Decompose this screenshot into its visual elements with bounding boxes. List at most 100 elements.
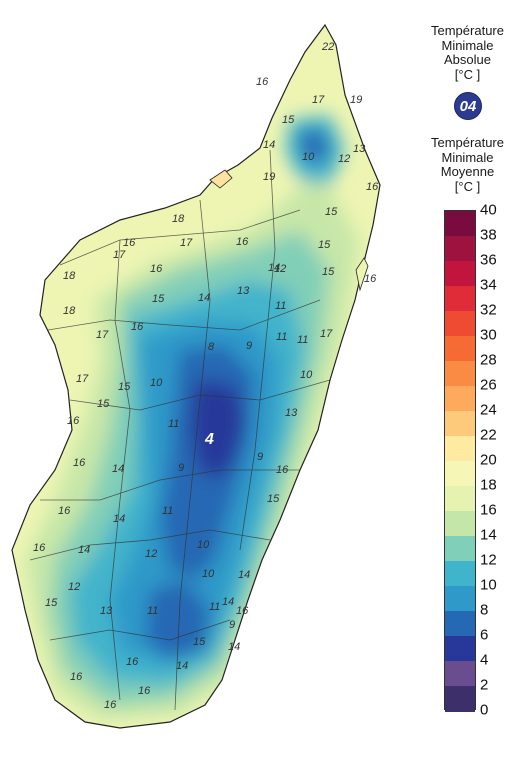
contour-label: 18	[63, 270, 76, 282]
contour-label: 15	[97, 398, 110, 410]
sainte-marie-island	[355, 257, 369, 292]
contour-label: 16	[256, 76, 269, 88]
scale-swatch-18	[445, 486, 475, 512]
contour-label: 17	[113, 249, 126, 261]
nosy-be-island	[209, 169, 233, 189]
scale-tick-10: 10	[480, 576, 497, 594]
scale-tick-20: 20	[480, 451, 497, 469]
contour-label: 18	[172, 213, 185, 225]
contour-label: 9	[229, 619, 235, 631]
scale-tick-0: 0	[480, 701, 489, 719]
absolute-min-badge: 04	[454, 92, 482, 120]
contour-label: 9	[178, 462, 184, 474]
contour-label: 10	[197, 539, 210, 551]
contour-label: 11	[162, 505, 173, 517]
contour-label: 16	[126, 656, 139, 668]
scale-tick-8: 8	[480, 601, 489, 619]
contour-label: 14	[222, 596, 234, 608]
scale-swatch-34	[445, 286, 475, 312]
contour-label: 16	[236, 236, 249, 248]
scale-swatch-6	[445, 636, 475, 662]
scale-swatch-16	[445, 511, 475, 537]
contour-label: 10	[150, 377, 163, 389]
contour-label: 12	[274, 263, 286, 275]
scale-tick-26: 26	[480, 376, 497, 394]
island-coastline	[11, 23, 381, 729]
legend-panel: Température Minimale Absolue [°C ] 04 Te…	[410, 0, 525, 752]
contour-label: 11	[297, 334, 308, 346]
absolute-title-line-3: Absolue	[444, 52, 491, 67]
scale-tick-22: 22	[480, 426, 497, 444]
contour-label: 16	[364, 273, 377, 285]
contour-label: 16	[104, 699, 117, 711]
mean-title-line-3: Moyenne	[440, 164, 495, 179]
contour-label: 16	[73, 457, 86, 469]
contour-label: 9	[246, 340, 252, 352]
contour-label: 14	[112, 463, 124, 475]
scale-tick-6: 6	[480, 626, 489, 644]
contour-label: 15	[282, 114, 295, 126]
contour-label: 10	[300, 369, 313, 381]
contour-label: 16	[33, 542, 46, 554]
contour-label: 11	[275, 300, 286, 312]
contour-label: 8	[208, 341, 215, 353]
contour-label: 13	[353, 143, 366, 155]
contour-label: 15	[152, 293, 165, 305]
scale-tick-2: 2	[480, 676, 489, 694]
scale-tick-16: 16	[480, 501, 497, 519]
mean-title: Température Minimale Moyenne [°C ]	[410, 135, 525, 194]
mean-title-line-4: [°C ]	[454, 178, 481, 194]
contour-label: 11	[276, 331, 287, 343]
contour-label: 14	[198, 292, 210, 304]
contour-label: 16	[138, 685, 151, 697]
contour-label: 13	[100, 605, 113, 617]
scale-tick-14: 14	[480, 526, 497, 544]
contour-label: 11	[147, 605, 158, 617]
scale-swatch-24	[445, 411, 475, 437]
scale-swatch-10	[445, 586, 475, 612]
scale-tick-24: 24	[480, 401, 497, 419]
contour-label: 14	[268, 262, 280, 274]
scale-swatch-38	[445, 236, 475, 262]
mean-title-line-2: Minimale	[441, 149, 494, 165]
contour-label: 10	[202, 568, 215, 580]
contour-label: 10	[302, 151, 315, 163]
contour-label: 15	[322, 266, 335, 278]
scale-tick-30: 30	[480, 326, 497, 344]
contour-label: 15	[118, 381, 131, 393]
zone-8-north	[300, 130, 330, 165]
mean-title-line-1: Température	[431, 135, 504, 150]
scale-swatch-26	[445, 386, 475, 412]
contour-label: 14	[113, 513, 125, 525]
scale-swatch-2	[445, 686, 475, 712]
scale-swatch-22	[445, 436, 475, 462]
contour-label: 16	[366, 181, 379, 193]
contour-label: 14	[263, 139, 275, 151]
absolute-title-line-2: Minimale	[441, 37, 494, 53]
zone-6	[190, 380, 245, 480]
contour-label: 15	[325, 206, 338, 218]
absolute-title-line-1: Température	[431, 23, 504, 38]
color-scale	[444, 210, 476, 712]
scale-tick-36: 36	[480, 251, 497, 269]
contour-label: 12	[338, 153, 350, 165]
contour-label: 14	[78, 544, 90, 556]
scale-swatch-32	[445, 311, 475, 337]
scale-swatch-36	[445, 261, 475, 287]
contour-label: 17	[312, 94, 325, 106]
contour-label: 16	[67, 415, 80, 427]
contour-label: 15	[193, 636, 206, 648]
contour-label: 18	[63, 305, 76, 317]
scale-swatch-20	[445, 461, 475, 487]
contour-label: 19	[350, 94, 362, 106]
scale-swatch-28	[445, 361, 475, 387]
scale-swatch-4	[445, 661, 475, 687]
contour-label: 11	[168, 418, 179, 430]
contour-label: 22	[321, 41, 334, 53]
contour-label: 16	[58, 505, 71, 517]
scale-swatch-30	[445, 336, 475, 362]
contour-label: 17	[76, 373, 89, 385]
madagascar-map: 22 16 17 14 19 15 13 10 12 19 16 15 18 16 16 17 16 14 15 17…	[11, 23, 381, 729]
